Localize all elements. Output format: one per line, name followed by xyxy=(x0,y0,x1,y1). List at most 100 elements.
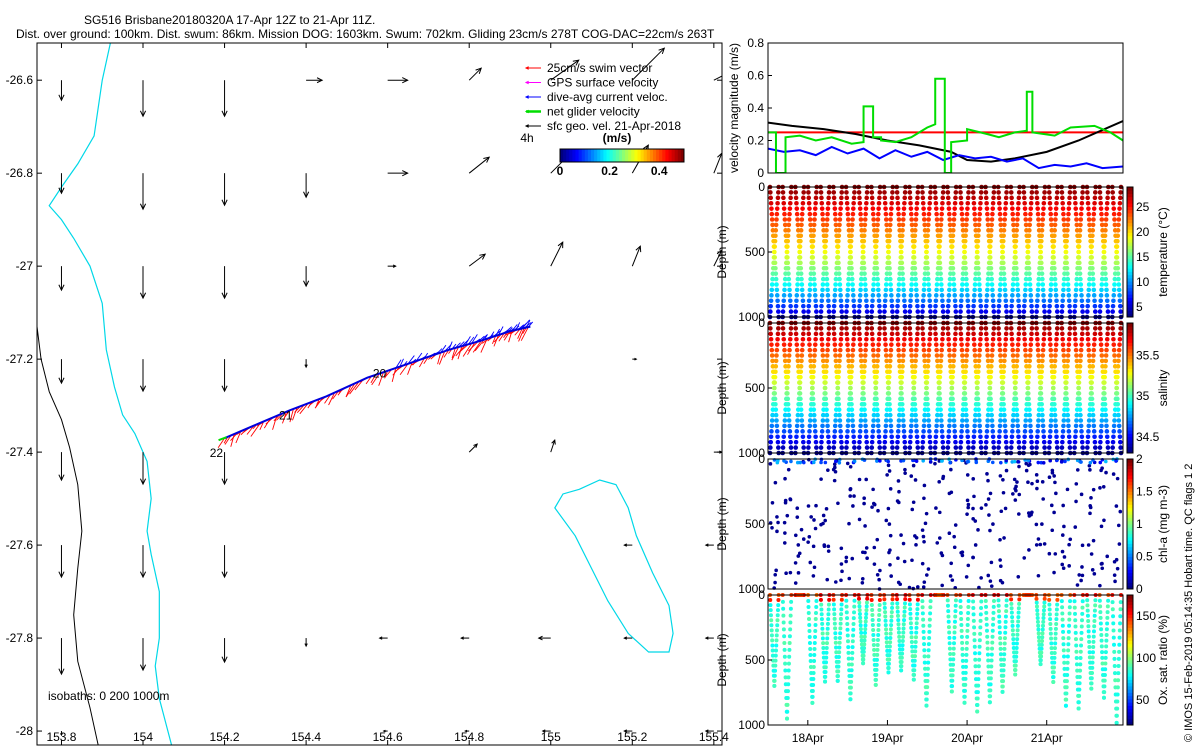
section-point xyxy=(781,293,787,298)
section-point xyxy=(973,222,978,228)
geo-vector xyxy=(631,47,666,81)
colorbar-swatch xyxy=(1127,219,1133,224)
section-point xyxy=(921,636,926,641)
section-point xyxy=(952,641,957,646)
section-point xyxy=(851,293,856,298)
section-point xyxy=(785,513,790,518)
section-point xyxy=(823,670,828,675)
section-point xyxy=(1076,385,1081,391)
section-point xyxy=(835,674,840,679)
section-point xyxy=(862,634,867,639)
section-point xyxy=(913,282,919,287)
geo-vector-head xyxy=(58,94,65,102)
section-point xyxy=(1086,423,1092,429)
section-point xyxy=(806,604,811,609)
colorbar-swatch xyxy=(1127,446,1133,451)
section-point xyxy=(945,195,951,201)
colorbar-tick-label: 0.5 xyxy=(1136,550,1153,564)
section-point xyxy=(1103,276,1109,282)
section-point xyxy=(908,423,914,429)
section-point xyxy=(847,521,851,526)
section-point xyxy=(936,391,942,396)
section-point xyxy=(1017,597,1022,602)
section-point xyxy=(960,222,966,228)
section-point xyxy=(1000,684,1005,689)
section-point xyxy=(862,276,868,282)
section-point xyxy=(1104,434,1110,440)
section-point xyxy=(971,555,975,560)
section-point xyxy=(1052,650,1057,655)
section-point xyxy=(900,276,906,282)
section-point xyxy=(1062,660,1067,665)
section-point xyxy=(1009,195,1014,201)
section-point xyxy=(983,331,989,337)
section-point xyxy=(1003,206,1008,211)
section-point xyxy=(1067,445,1073,450)
section-point xyxy=(972,342,977,347)
section-point xyxy=(807,616,811,621)
section-point xyxy=(987,249,993,255)
section-point xyxy=(1048,347,1054,353)
colorbar-swatch xyxy=(1127,433,1133,438)
section-point xyxy=(1015,282,1020,287)
section-point xyxy=(796,260,802,266)
section-point xyxy=(872,401,877,407)
section-point xyxy=(1074,358,1080,364)
section-point xyxy=(783,531,787,535)
section-point xyxy=(925,369,930,375)
section-point xyxy=(950,238,955,244)
section-point xyxy=(768,195,774,201)
section-point xyxy=(770,222,775,228)
section-point xyxy=(794,293,800,298)
section-point xyxy=(937,459,942,463)
section-point xyxy=(770,271,776,276)
section-point xyxy=(775,613,780,618)
section-point xyxy=(1004,326,1009,331)
section-point xyxy=(775,608,780,613)
depth-ylabel: Depth (m) xyxy=(715,633,729,686)
section-point xyxy=(1085,200,1091,206)
colorbar-tick-label: 0 xyxy=(1136,582,1143,596)
section-point xyxy=(795,515,800,519)
section-point xyxy=(985,646,990,651)
section-point xyxy=(846,650,851,655)
section-point xyxy=(1106,598,1111,603)
section-point xyxy=(884,412,889,418)
section-point xyxy=(926,282,931,287)
section-point xyxy=(863,524,867,528)
section-point xyxy=(958,326,963,331)
section-point xyxy=(814,598,819,603)
section-point xyxy=(883,353,889,358)
geo-vector xyxy=(550,59,580,81)
section-point xyxy=(836,659,841,664)
section-point xyxy=(823,460,828,465)
section-point xyxy=(801,445,806,450)
section-point xyxy=(974,391,980,396)
section-point xyxy=(1072,195,1078,201)
section-point xyxy=(772,238,778,244)
section-point xyxy=(938,358,944,364)
section-point xyxy=(1097,190,1103,195)
section-point xyxy=(915,309,921,314)
section-point xyxy=(857,293,863,298)
section-point xyxy=(845,206,850,211)
section-point xyxy=(933,206,939,211)
map-ytick-label: -26.6 xyxy=(6,73,34,87)
geo-vector xyxy=(139,452,147,486)
section-point xyxy=(793,303,799,309)
section-point xyxy=(888,640,893,645)
section-point xyxy=(870,622,875,627)
section-point xyxy=(978,190,984,195)
section-point xyxy=(962,249,967,255)
geo-vector-head xyxy=(221,110,228,118)
section-point xyxy=(951,282,957,287)
section-point xyxy=(991,439,996,445)
colorbar-swatch xyxy=(1127,614,1133,619)
section-point xyxy=(978,618,983,623)
section-point xyxy=(844,331,850,337)
section-point xyxy=(1052,222,1058,228)
section-point xyxy=(1048,423,1054,429)
section-point xyxy=(927,303,933,309)
section-point xyxy=(810,700,815,705)
